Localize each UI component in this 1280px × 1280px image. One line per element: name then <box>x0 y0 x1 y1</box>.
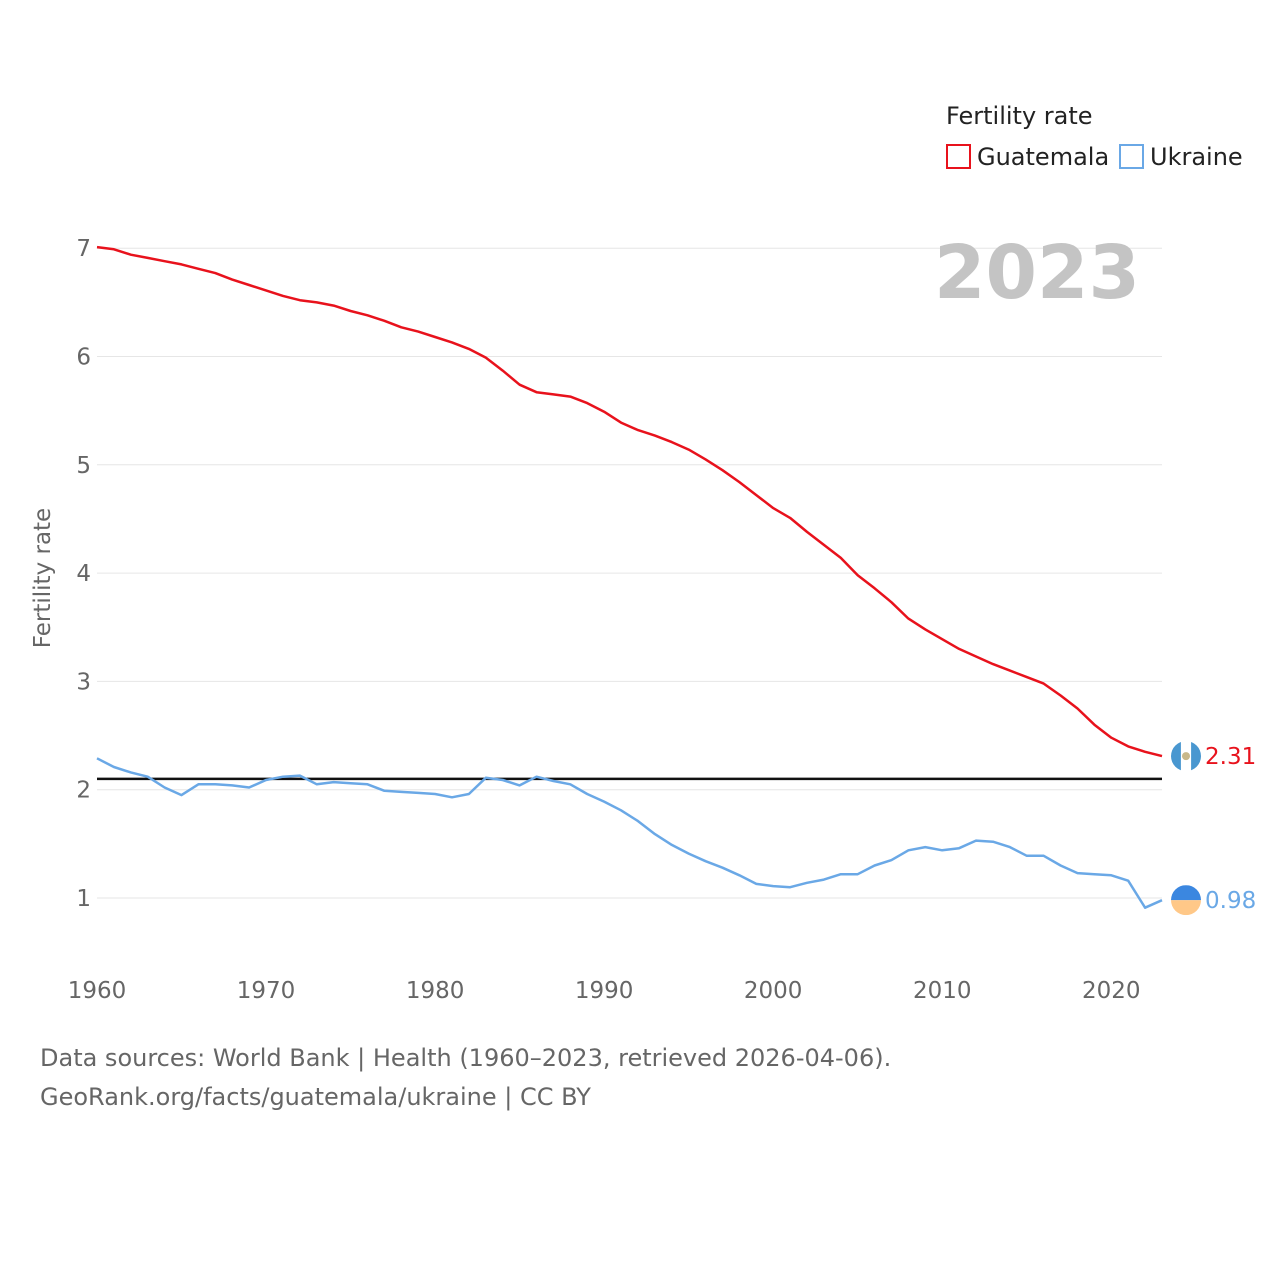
x-tick-1990: 1990 <box>575 978 634 1004</box>
x-tick-1960: 1960 <box>68 978 127 1004</box>
y-tick-6: 6 <box>76 345 91 371</box>
y-axis-label: Fertility rate <box>30 508 56 648</box>
end-label-guatemala: 2.31 <box>1205 744 1256 770</box>
flag-stripe-blue <box>1171 885 1201 901</box>
series-lines <box>96 245 1163 909</box>
legend-label-guatemala[interactable]: Guatemala <box>977 143 1109 171</box>
series-line-guatemala <box>96 245 1163 758</box>
x-tick-1970: 1970 <box>237 978 296 1004</box>
x-axis-ticks: 1960 1970 1980 1990 2000 2010 2020 <box>68 978 1141 1004</box>
legend-swatch-guatemala[interactable] <box>946 144 971 169</box>
y-tick-7: 7 <box>76 236 91 262</box>
y-tick-5: 5 <box>76 453 91 479</box>
y-tick-3: 3 <box>76 669 91 695</box>
x-tick-2020: 2020 <box>1082 978 1141 1004</box>
flag-stripe-yellow <box>1171 900 1201 916</box>
flag-emblem <box>1182 752 1190 761</box>
flag-stripes <box>1171 741 1201 772</box>
flag-icon-ukraine <box>1171 885 1201 916</box>
y-axis-ticks: 1 2 3 4 5 6 7 <box>76 236 91 912</box>
flag-stripe-left <box>1171 741 1181 772</box>
legend-swatch-ukraine[interactable] <box>1119 144 1144 169</box>
x-tick-2000: 2000 <box>744 978 803 1004</box>
series-line-ukraine <box>96 757 1163 909</box>
legend: Fertility rate Guatemala Ukraine <box>946 102 1243 171</box>
legend-label-ukraine[interactable]: Ukraine <box>1150 143 1243 171</box>
footer-sources: Data sources: World Bank | Health (1960–… <box>40 1044 892 1072</box>
year-watermark: 2023 <box>934 230 1140 316</box>
legend-title: Fertility rate <box>946 102 1093 130</box>
flag-stripe-right <box>1191 741 1201 772</box>
x-tick-1980: 1980 <box>406 978 465 1004</box>
flag-stripes <box>1171 885 1201 916</box>
y-tick-4: 4 <box>76 561 91 587</box>
x-tick-2010: 2010 <box>913 978 972 1004</box>
footer-attribution[interactable]: GeoRank.org/facts/guatemala/ukraine | CC… <box>40 1083 591 1111</box>
end-markers: 2.31 0.98 <box>1171 741 1256 916</box>
flag-icon-guatemala <box>1171 741 1201 772</box>
y-tick-2: 2 <box>76 778 91 804</box>
end-label-ukraine: 0.98 <box>1205 888 1256 914</box>
grid <box>97 247 1162 899</box>
fertility-chart: 1 2 3 4 5 6 7 1960 1970 1980 1990 2000 2010 2020 202… <box>30 102 1256 1004</box>
y-tick-1: 1 <box>76 886 91 912</box>
